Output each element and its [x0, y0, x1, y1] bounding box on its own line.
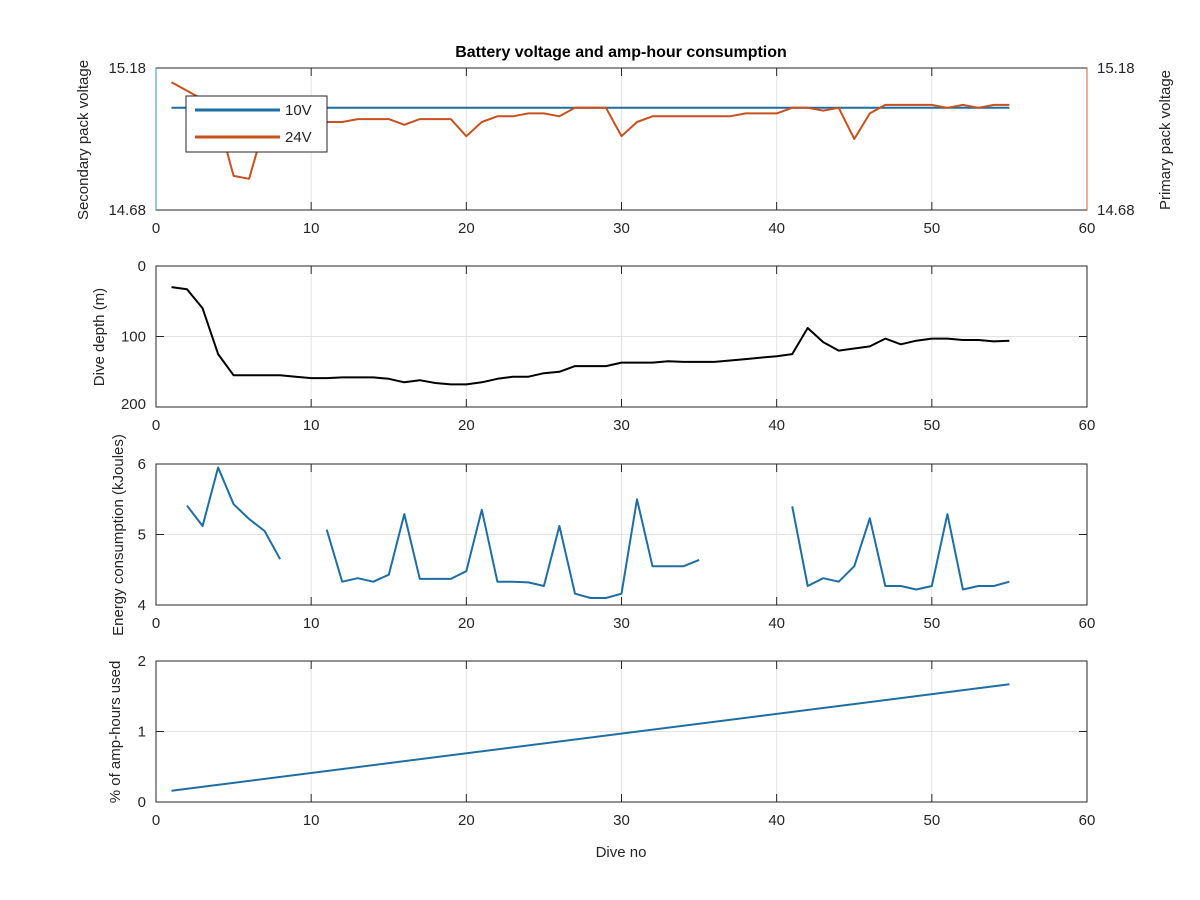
legend: 10V 24V: [185, 95, 328, 153]
plot-frame: [155, 660, 1088, 803]
x-tick-label: 10: [303, 417, 320, 434]
series-line-1: [171, 683, 1010, 792]
energy-y-axis-label: Energy consumption (kJoules): [110, 434, 127, 636]
x-tick-label: 40: [768, 220, 785, 237]
x-tick-label: 0: [152, 220, 160, 237]
x-tick-label: 50: [923, 812, 940, 829]
x-axis-label: Dive no: [596, 844, 647, 861]
y-tick-label: 0: [138, 794, 146, 811]
x-tick-label: 60: [1079, 615, 1096, 632]
plot-area-2: 0 10 20 30 40 50 60 0 100 200: [121, 258, 1095, 434]
amphours-y-axis-label: % of amp-hours used: [107, 661, 124, 804]
x-tick-label: 20: [458, 220, 475, 237]
x-tick-label: 30: [613, 615, 630, 632]
left-y-axis-label: Secondary pack voltage: [75, 60, 92, 220]
x-tick-label: 20: [458, 417, 475, 434]
x-tick-label: 10: [303, 220, 320, 237]
right-y-axis-label: Primary pack voltage: [1157, 70, 1174, 210]
series-line-1: [186, 466, 1010, 599]
plot-frame: [155, 265, 1088, 408]
plot-area-4: 0 10 20 30 40 50 60 0 1 2: [138, 653, 1096, 829]
y-tick-label: 14.68: [108, 202, 146, 219]
legend-label-24v: 24V: [285, 129, 312, 146]
x-tick-label: 30: [613, 812, 630, 829]
y-tick-label: 6: [138, 456, 146, 473]
right-y-tick-label: 15.18: [1097, 60, 1135, 77]
legend-box: [185, 95, 328, 153]
y-tick-label: 15.18: [108, 60, 146, 77]
chart-title: Battery voltage and amp-hour consumption: [455, 44, 787, 61]
x-tick-label: 30: [613, 220, 630, 237]
x-tick-label: 60: [1079, 417, 1096, 434]
energy-panel: 0 10 20 30 40 50 60 4 5 6 Energy consumption (kJo…: [110, 434, 1095, 636]
x-tick-label: 60: [1079, 220, 1096, 237]
amphours-panel: 0 10 20 30 40 50 60 0 1 2 % of amp-hours used Div…: [107, 653, 1095, 861]
x-tick-label: 50: [923, 615, 940, 632]
depth-y-axis-label: Dive depth (m): [91, 288, 108, 386]
y-tick-label: 0: [138, 258, 146, 275]
x-tick-label: 0: [152, 417, 160, 434]
depth-panel: 0 10 20 30 40 50 60 0 100 200 Dive depth (m): [91, 258, 1095, 434]
x-tick-label: 10: [303, 615, 320, 632]
x-tick-label: 0: [152, 812, 160, 829]
x-tick-label: 30: [613, 417, 630, 434]
x-tick-label: 40: [768, 812, 785, 829]
y-tick-label: 5: [138, 527, 146, 544]
legend-label-10v: 10V: [285, 102, 312, 119]
right-y-tick-label: 14.68: [1097, 202, 1135, 219]
y-tick-label: 2: [138, 653, 146, 670]
x-tick-label: 10: [303, 812, 320, 829]
y-tick-label: 1: [138, 724, 146, 741]
y-tick-label: 100: [121, 329, 146, 346]
x-tick-label: 50: [923, 417, 940, 434]
x-tick-label: 20: [458, 812, 475, 829]
y-tick-label: 4: [138, 597, 146, 614]
x-tick-label: 60: [1079, 812, 1096, 829]
x-tick-label: 50: [923, 220, 940, 237]
x-tick-label: 20: [458, 615, 475, 632]
series-line-1: [171, 286, 1010, 386]
x-tick-label: 0: [152, 615, 160, 632]
plot-area-3: 0 10 20 30 40 50 60 4 5 6: [138, 456, 1096, 632]
plot-frame: [155, 463, 1088, 606]
x-tick-label: 40: [768, 417, 785, 434]
y-tick-label: 200: [121, 396, 146, 413]
x-tick-label: 40: [768, 615, 785, 632]
